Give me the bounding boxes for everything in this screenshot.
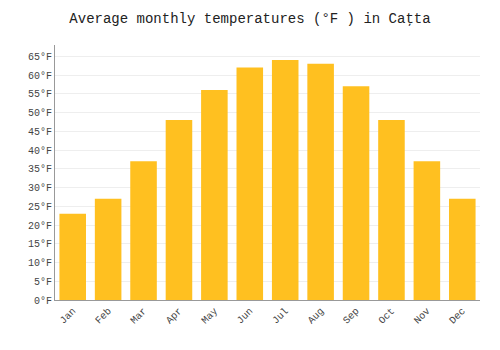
svg-text:Jul: Jul xyxy=(270,306,291,327)
svg-text:55°F: 55°F xyxy=(28,89,52,100)
svg-text:35°F: 35°F xyxy=(28,164,52,175)
svg-text:0°F: 0°F xyxy=(34,296,52,307)
svg-text:65°F: 65°F xyxy=(28,52,52,63)
svg-text:Mar: Mar xyxy=(129,306,150,327)
svg-text:Nov: Nov xyxy=(412,306,433,327)
svg-text:30°F: 30°F xyxy=(28,183,52,194)
svg-text:Average monthly temperatures (: Average monthly temperatures (°F ) in Ca… xyxy=(69,11,430,27)
svg-text:Aug: Aug xyxy=(306,306,327,327)
svg-text:25°F: 25°F xyxy=(28,202,52,213)
svg-text:Oct: Oct xyxy=(377,306,398,327)
svg-text:50°F: 50°F xyxy=(28,108,52,119)
svg-text:20°F: 20°F xyxy=(28,221,52,232)
svg-text:60°F: 60°F xyxy=(28,71,52,82)
svg-text:Dec: Dec xyxy=(447,306,468,327)
svg-text:5°F: 5°F xyxy=(34,277,52,288)
svg-text:Apr: Apr xyxy=(164,306,185,327)
svg-text:Jan: Jan xyxy=(58,306,79,327)
svg-text:Feb: Feb xyxy=(93,306,114,327)
svg-text:Sep: Sep xyxy=(341,306,362,327)
svg-text:45°F: 45°F xyxy=(28,127,52,138)
svg-text:10°F: 10°F xyxy=(28,258,52,269)
svg-text:May: May xyxy=(200,306,221,327)
svg-text:Jun: Jun xyxy=(235,306,256,327)
svg-text:40°F: 40°F xyxy=(28,146,52,157)
svg-text:15°F: 15°F xyxy=(28,239,52,250)
